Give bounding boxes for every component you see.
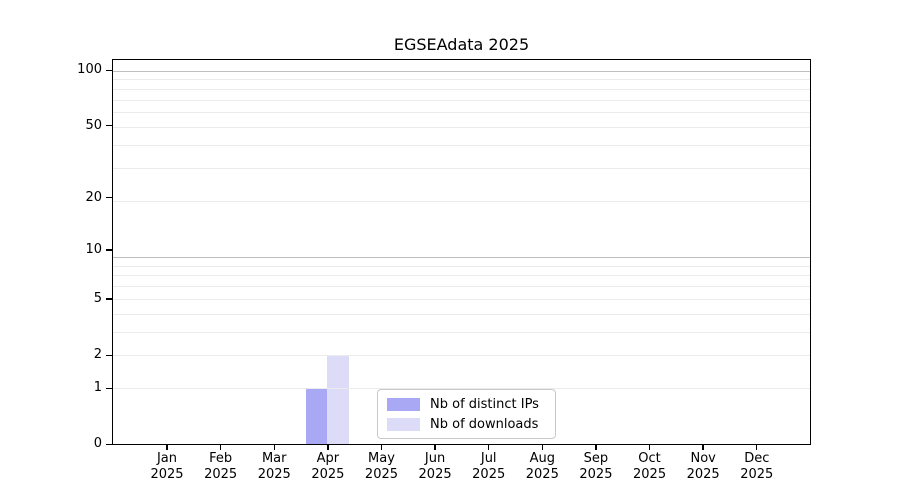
x-tick-label-apr: Apr 2025 — [298, 451, 358, 482]
x-tick-label-nov: Nov 2025 — [673, 451, 733, 482]
y-tick-mark — [106, 124, 112, 127]
x-tick-mark — [595, 445, 597, 451]
x-tick-label-sep: Sep 2025 — [566, 451, 626, 482]
minor-gridline — [113, 99, 810, 101]
minor-gridline — [113, 112, 810, 114]
minor-gridline — [113, 298, 810, 300]
x-tick-month: Nov — [690, 451, 716, 466]
legend-label-downloads: Nb of downloads — [430, 416, 539, 432]
legend-swatch-downloads-icon — [387, 417, 420, 431]
x-tick-month: Apr — [316, 451, 340, 466]
minor-gridline — [113, 201, 810, 203]
x-tick-mark — [488, 445, 490, 451]
x-tick-mark — [219, 445, 222, 451]
legend-swatch-distinct-ips-icon — [387, 397, 420, 411]
x-tick-month: Jan — [156, 451, 178, 466]
x-tick-label-feb: Feb 2025 — [191, 451, 251, 482]
legend-label-distinct-ips: Nb of distinct IPs — [430, 396, 539, 412]
bar-downloads-apr — [327, 354, 349, 444]
x-tick-mark — [434, 445, 436, 451]
minor-gridline — [113, 79, 810, 81]
x-tick-year: 2025 — [472, 466, 506, 482]
x-tick-year: 2025 — [633, 466, 667, 482]
x-tick-label-aug: Aug 2025 — [512, 451, 572, 482]
x-tick-month: Jul — [480, 451, 497, 466]
minor-gridline — [113, 331, 810, 333]
x-tick-label-jan: Jan 2025 — [137, 451, 197, 482]
y-tick-label: 2 — [93, 347, 102, 363]
minor-gridline — [113, 387, 810, 389]
x-tick-year: 2025 — [686, 466, 720, 482]
minor-gridline — [113, 88, 810, 90]
x-tick-year: 2025 — [257, 466, 291, 482]
y-tick-label: 20 — [85, 189, 102, 205]
x-tick-mark — [273, 445, 275, 451]
y-tick-mark — [106, 387, 112, 389]
y-tick-label: 100 — [77, 62, 102, 78]
x-tick-label-dec: Dec 2025 — [727, 451, 787, 482]
minor-gridline — [113, 126, 810, 128]
minor-gridline — [113, 275, 810, 277]
major-gridline — [113, 70, 810, 72]
x-tick-year: 2025 — [525, 466, 559, 482]
y-tick-label: 5 — [93, 291, 102, 307]
x-tick-mark — [756, 445, 758, 451]
x-tick-year: 2025 — [418, 466, 452, 482]
y-tick-label: 0 — [93, 436, 102, 452]
x-tick-mark — [541, 445, 543, 451]
x-tick-month: Oct — [638, 451, 661, 466]
x-tick-mark — [380, 445, 383, 451]
x-tick-month: Dec — [744, 451, 770, 466]
x-tick-label-may: May 2025 — [351, 451, 411, 482]
minor-gridline — [113, 313, 810, 315]
x-tick-year: 2025 — [311, 466, 345, 482]
x-tick-label-mar: Mar 2025 — [244, 451, 304, 482]
plot-area — [112, 59, 811, 445]
y-tick-label: 50 — [85, 117, 102, 133]
x-tick-month: May — [368, 451, 395, 466]
minor-gridline — [113, 265, 810, 267]
minor-gridline — [113, 168, 810, 170]
x-tick-month: Sep — [583, 451, 609, 466]
x-tick-mark — [648, 445, 651, 451]
bar-distinct-ips-apr — [306, 387, 328, 444]
x-tick-year: 2025 — [204, 466, 238, 482]
y-tick-mark — [106, 443, 112, 446]
x-tick-mark — [166, 445, 168, 451]
y-tick-label: 10 — [85, 241, 102, 257]
minor-gridline — [113, 286, 810, 288]
x-tick-mark — [327, 445, 329, 451]
y-tick-mark — [106, 249, 112, 251]
x-tick-month: Feb — [209, 451, 233, 466]
legend-item-distinct-ips: Nb of distinct IPs — [387, 396, 555, 413]
x-tick-month: Jun — [424, 451, 446, 466]
x-tick-year: 2025 — [364, 466, 399, 482]
x-tick-month: Aug — [529, 451, 555, 466]
chart-title: EGSEAdata 2025 — [393, 35, 530, 54]
major-gridline — [113, 257, 810, 259]
legend: Nb of distinct IPs Nb of downloads — [377, 389, 556, 439]
y-tick-mark — [106, 69, 112, 71]
x-tick-label-jul: Jul 2025 — [459, 451, 519, 482]
minor-gridline — [113, 144, 810, 146]
x-tick-label-jun: Jun 2025 — [405, 451, 465, 482]
x-tick-label-oct: Oct 2025 — [620, 451, 680, 482]
x-tick-mark — [702, 445, 704, 451]
y-tick-label: 1 — [93, 380, 102, 396]
x-tick-year: 2025 — [579, 466, 613, 482]
minor-gridline — [113, 354, 810, 356]
y-tick-mark — [106, 196, 112, 199]
y-tick-mark — [106, 298, 112, 300]
x-tick-year: 2025 — [740, 466, 774, 482]
x-tick-month: Mar — [261, 451, 287, 466]
x-tick-year: 2025 — [150, 466, 184, 482]
legend-item-downloads: Nb of downloads — [387, 416, 555, 433]
y-tick-mark — [106, 354, 112, 357]
